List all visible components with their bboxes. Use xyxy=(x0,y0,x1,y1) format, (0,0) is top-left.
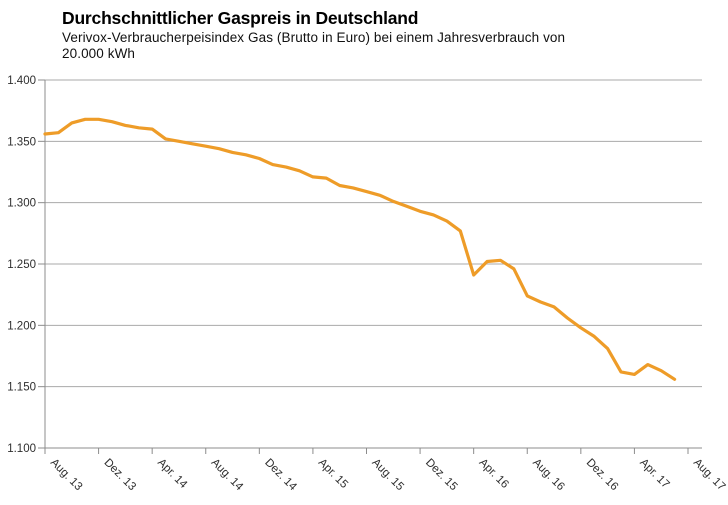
x-axis-label: Apr. 16 xyxy=(477,457,511,491)
x-axis-label: Dez. 13 xyxy=(101,457,138,494)
chart-title: Durchschnittlicher Gaspreis in Deutschla… xyxy=(62,8,419,28)
x-axis-label: Apr. 17 xyxy=(637,457,671,491)
x-axis-label: Dez. 16 xyxy=(584,457,621,494)
chart-subtitle-line-2: 20.000 kWh xyxy=(62,46,136,62)
x-axis-label: Dez. 14 xyxy=(262,457,299,494)
y-axis-label: 1.150 xyxy=(7,382,36,394)
x-axis-label: Aug. 15 xyxy=(369,457,406,494)
y-axis-label: 1.200 xyxy=(7,320,36,332)
x-axis-label: Apr. 14 xyxy=(155,457,190,492)
gas-price-line xyxy=(43,117,677,381)
x-axis-label: Aug. 13 xyxy=(48,457,85,494)
x-axis-label: Dez. 15 xyxy=(423,457,460,494)
chart-subtitle-line-1: Verivox-Verbraucherpeisindex Gas (Brutto… xyxy=(62,29,566,45)
y-axis-label: 1.300 xyxy=(7,198,36,210)
x-axis-label: Aug. 14 xyxy=(209,457,246,494)
x-axis-label: Aug. 16 xyxy=(530,457,567,494)
chart-header: Durchschnittlicher Gaspreis in Deutschla… xyxy=(62,8,712,63)
x-axis-label: Aug. 17 xyxy=(691,457,728,494)
y-axis-label: 1.400 xyxy=(7,75,36,87)
x-axis-label: Apr. 15 xyxy=(316,457,350,491)
y-axis-label: 1.250 xyxy=(7,259,36,271)
y-axis-label: 1.350 xyxy=(7,136,36,148)
y-axis-label: 1.100 xyxy=(7,443,36,455)
